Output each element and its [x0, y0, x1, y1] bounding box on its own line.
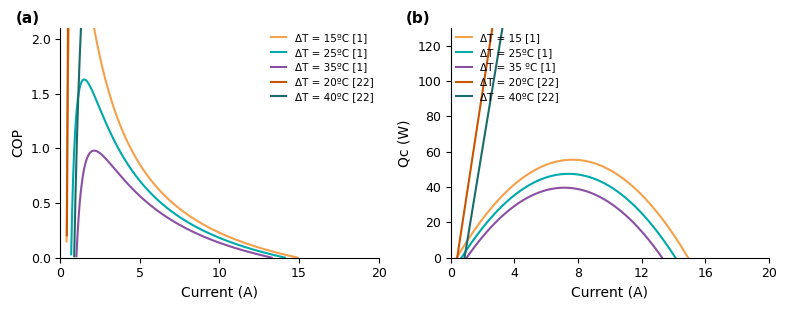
Legend: ΔT = 15ºC [1], ΔT = 25ºC [1], ΔT = 35ºC [1], ΔT = 20ºC [22], ΔT = 40ºC [22]: ΔT = 15ºC [1], ΔT = 25ºC [1], ΔT = 35ºC …: [270, 33, 374, 102]
X-axis label: Current (A): Current (A): [181, 286, 258, 300]
Legend: ΔT = 15 [1], ΔT = 25ºC [1], ΔT = 35 ºC [1], ΔT = 20ºC [22], ΔT = 40ºC [22]: ΔT = 15 [1], ΔT = 25ºC [1], ΔT = 35 ºC […: [456, 33, 559, 102]
Y-axis label: Qc (W): Qc (W): [398, 119, 411, 166]
Text: (a): (a): [16, 11, 40, 26]
Text: (b): (b): [407, 11, 431, 26]
Y-axis label: COP: COP: [11, 128, 25, 157]
X-axis label: Current (A): Current (A): [571, 286, 649, 300]
